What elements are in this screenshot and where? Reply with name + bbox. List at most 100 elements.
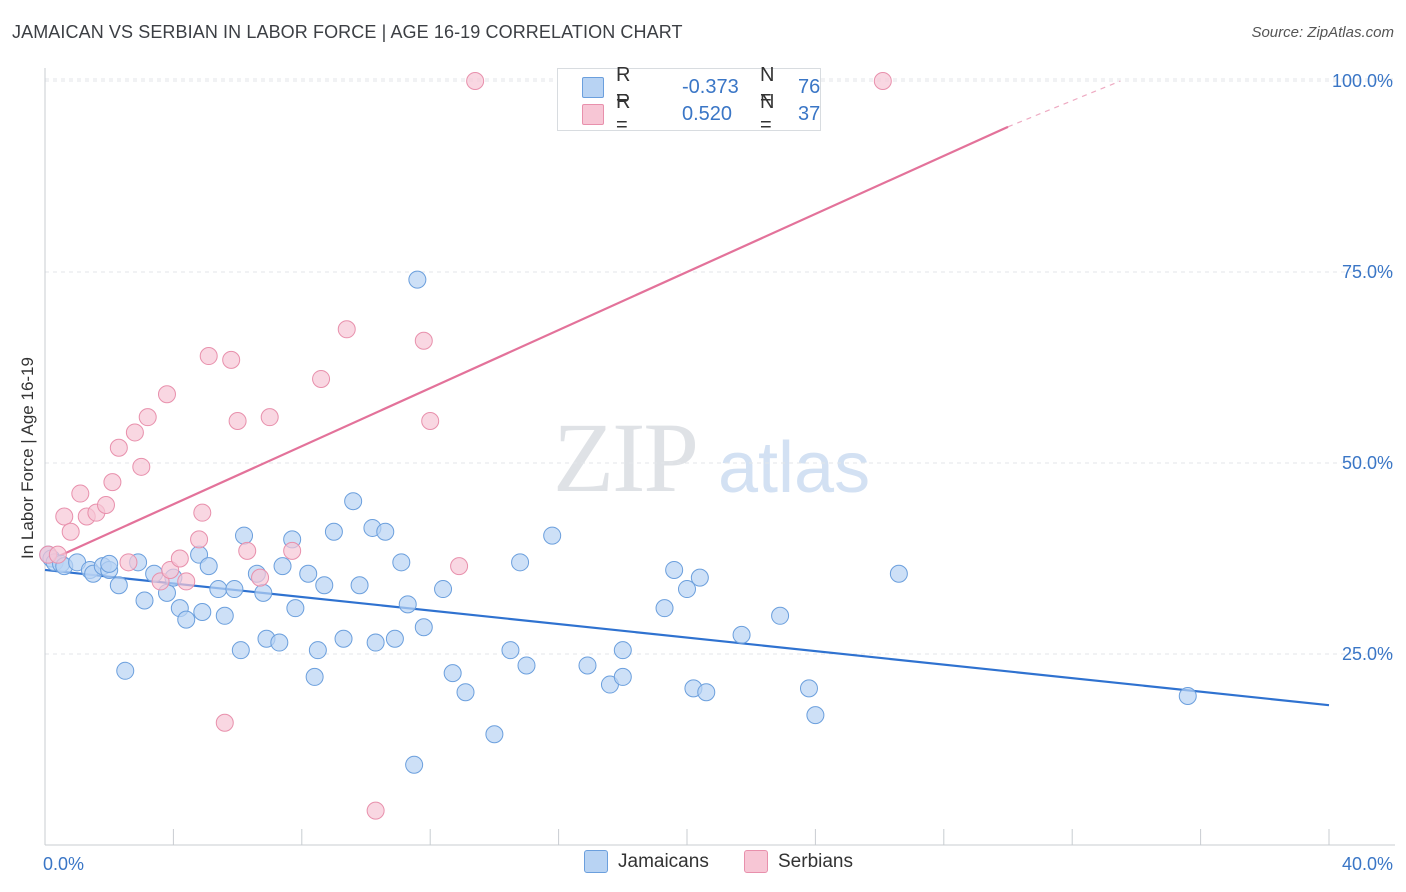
serbians-point — [61, 522, 80, 541]
jamaicans-point — [299, 564, 318, 583]
jamaicans-point — [501, 641, 520, 660]
jamaicans-point — [385, 629, 404, 648]
jamaicans-point — [517, 656, 536, 675]
serbians-legend-label: Serbians — [778, 850, 853, 872]
jamaicans-legend-label: Jamaicans — [618, 850, 709, 872]
serbians-point — [260, 408, 279, 427]
y-tick-label: 100.0% — [1332, 71, 1393, 91]
serbians-point — [251, 568, 270, 587]
legend-n-label: N = — [760, 64, 775, 109]
legend-r-label: R = — [616, 64, 631, 109]
jamaicans-point — [697, 683, 716, 702]
jamaicans-point — [273, 557, 292, 576]
jamaicans-point — [806, 706, 825, 725]
serbians-r-value: 0.520 — [682, 102, 733, 125]
jamaicans-point — [315, 576, 334, 595]
serbians-point — [414, 331, 433, 350]
serbians-swatch — [582, 103, 604, 125]
serbians-point — [119, 553, 138, 572]
serbians-point — [312, 369, 331, 388]
serbians-point — [466, 72, 485, 90]
jamaicans-point — [350, 576, 369, 595]
jamaicans-point — [771, 606, 790, 625]
serbians-point — [283, 541, 302, 560]
jamaicans-point — [665, 560, 684, 579]
jamaicans-point — [485, 725, 504, 744]
jamaicans-point — [443, 664, 462, 683]
jamaicans-point — [116, 661, 135, 680]
jamaicans-point — [732, 625, 751, 644]
serbians-point — [177, 572, 196, 591]
serbians-point — [109, 438, 128, 457]
jamaicans-legend-swatch — [584, 850, 608, 873]
jamaicans-point — [366, 633, 385, 652]
serbians-point — [873, 72, 892, 90]
jamaicans-point — [209, 580, 228, 599]
series-legend-serbians[interactable]: Serbians — [744, 850, 853, 873]
serbians-point — [71, 484, 90, 503]
serbians-legend-swatch — [744, 850, 768, 873]
watermark-zip: ZIP — [553, 402, 699, 513]
jamaicans-point — [408, 270, 427, 289]
serbians-point — [421, 411, 440, 430]
serbians-n-value: 37 — [798, 102, 821, 125]
jamaicans-point — [308, 641, 327, 660]
grid-lines — [45, 78, 1395, 655]
jamaicans-point — [392, 553, 411, 572]
jamaicans-swatch — [582, 76, 604, 98]
serbians-point — [222, 350, 241, 369]
serbians-point — [157, 385, 176, 404]
jamaicans-point — [199, 557, 218, 576]
serbians-point — [55, 507, 74, 526]
jamaicans-point — [225, 580, 244, 599]
jamaicans-point — [690, 568, 709, 587]
jamaicans-point — [543, 526, 562, 545]
legend-r-label: R = — [616, 91, 631, 136]
serbians-point — [215, 713, 234, 732]
serbians-point — [170, 549, 189, 568]
jamaicans-point — [1178, 687, 1197, 706]
jamaicans-point — [270, 633, 289, 652]
x-tick-label-max: 40.0% — [1342, 854, 1393, 874]
serbians-point — [125, 423, 144, 442]
serbians-point — [228, 411, 247, 430]
jamaicans-point — [414, 618, 433, 637]
serbians-point — [103, 473, 122, 492]
jamaicans-point — [100, 554, 119, 573]
jamaicans-point — [511, 553, 530, 572]
jamaicans-point — [456, 683, 475, 702]
y-tick-label: 50.0% — [1342, 453, 1393, 473]
serbians-trend-extension — [1007, 80, 1121, 128]
jamaicans-point — [405, 755, 424, 774]
jamaicans-point — [578, 656, 597, 675]
jamaicans-point — [678, 580, 696, 599]
serbians-point — [190, 530, 209, 549]
y-axis-label: In Labor Force | Age 16-19 — [18, 357, 37, 559]
source-attribution: Source: ZipAtlas.com — [1251, 24, 1394, 41]
y-tick-label: 75.0% — [1342, 262, 1393, 282]
series-legend-jamaicans[interactable]: Jamaicans — [584, 850, 709, 873]
jamaicans-point — [235, 526, 254, 545]
serbians-point — [238, 541, 257, 560]
serbians-point — [96, 496, 115, 515]
data-points — [39, 72, 1197, 820]
jamaicans-n-value: 76 — [798, 75, 821, 98]
jamaicans-point — [177, 610, 196, 629]
serbians-trend-line — [44, 125, 1009, 564]
serbians-point — [199, 347, 218, 366]
jamaicans-point — [655, 599, 674, 618]
jamaicans-point — [215, 606, 234, 625]
y-tick-label: 25.0% — [1342, 644, 1393, 664]
jamaicans-point — [135, 591, 154, 610]
serbians-point — [193, 503, 212, 522]
serbians-point — [132, 457, 151, 476]
jamaicans-point — [613, 667, 632, 686]
serbians-point — [48, 545, 67, 564]
x-tick-label-min: 0.0% — [43, 854, 84, 874]
correlation-legend: R = -0.373 N = 76 R = 0.520 N = 37 — [557, 64, 821, 136]
jamaicans-point — [799, 679, 818, 698]
serbians-point — [366, 801, 385, 820]
serbians-point — [450, 557, 469, 576]
tick-labels: 25.0% 50.0% 75.0% 100.0% 0.0% 40.0% — [43, 71, 1393, 874]
